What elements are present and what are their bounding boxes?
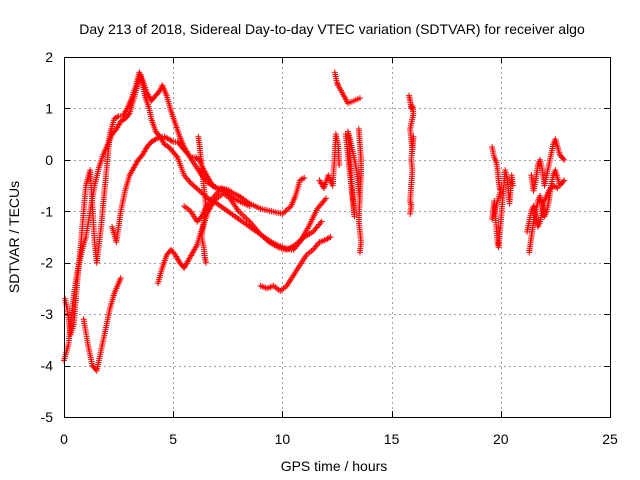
data-point <box>263 236 270 243</box>
y-tick-label: -1 <box>41 203 54 219</box>
data-point <box>190 182 197 189</box>
data-point <box>260 234 267 240</box>
data-point <box>173 153 180 159</box>
data-point <box>301 174 308 181</box>
plot-frame <box>64 57 611 418</box>
data-point <box>189 181 196 188</box>
data-point <box>313 242 320 249</box>
data-point <box>114 114 121 120</box>
data-point <box>261 235 268 242</box>
data-point <box>237 209 244 216</box>
data-point <box>196 187 203 194</box>
data-point <box>285 205 292 212</box>
data-point <box>509 182 516 189</box>
x-tick-label: 15 <box>384 431 400 447</box>
data-point <box>197 214 204 221</box>
data-point <box>279 210 286 217</box>
data-point <box>257 231 264 238</box>
data-point <box>560 155 567 162</box>
data-point <box>202 259 209 266</box>
data-point <box>282 208 289 215</box>
data-point <box>155 134 162 141</box>
data-point <box>156 88 163 95</box>
tick-labels: 0 5 10 15 20 25 -5 -4 -3 -2 -1 0 1 2 <box>41 49 618 447</box>
data-point <box>193 185 200 192</box>
data-point <box>561 156 568 163</box>
data-point <box>553 184 560 191</box>
data-point <box>321 196 328 203</box>
data-point <box>186 178 193 185</box>
chart-title: Day 213 of 2018, Sidereal Day-to-day VTE… <box>79 21 585 37</box>
y-tick-label: -4 <box>41 358 54 374</box>
y-tick-label: -5 <box>41 409 54 425</box>
data-point <box>241 214 248 221</box>
data-point <box>298 236 305 243</box>
data-point <box>283 207 290 213</box>
data-point <box>327 234 334 240</box>
y-tick-label: -3 <box>41 306 54 322</box>
grid-lines <box>64 57 610 417</box>
data-point <box>212 184 219 191</box>
data-point <box>168 138 175 144</box>
data-point <box>336 162 343 168</box>
y-tick-label: 1 <box>45 100 53 116</box>
data-point <box>356 249 363 256</box>
x-axis-label: GPS time / hours <box>281 458 388 474</box>
data-point <box>312 243 319 250</box>
data-point <box>293 240 300 247</box>
data-point <box>194 186 201 193</box>
x-tick-label: 25 <box>602 431 618 447</box>
data-point <box>226 187 233 194</box>
data-point <box>117 275 124 282</box>
data-point <box>408 104 415 111</box>
data-point <box>183 175 190 182</box>
data-point <box>299 235 306 242</box>
data-point <box>325 234 332 241</box>
data-point <box>238 211 245 218</box>
data-point <box>246 203 253 210</box>
data-point <box>286 204 293 211</box>
y-tick-label: -2 <box>41 255 54 271</box>
data-point <box>318 218 325 225</box>
data-point <box>192 183 199 190</box>
data-point <box>280 209 287 216</box>
data-point <box>311 245 318 252</box>
x-tick-label: 5 <box>169 431 177 447</box>
data-point <box>292 241 299 248</box>
x-tick-label: 20 <box>493 431 509 447</box>
data-point <box>560 178 567 185</box>
data-point <box>296 237 303 244</box>
data-point <box>317 220 324 227</box>
data-point <box>240 212 247 219</box>
data-point <box>554 185 561 192</box>
data-point <box>264 237 271 244</box>
data-point <box>334 81 341 87</box>
data-point <box>187 180 194 186</box>
data-point <box>334 79 340 86</box>
data-point <box>295 239 302 246</box>
data-points <box>61 69 568 374</box>
data-point <box>356 95 363 102</box>
data-point <box>407 210 414 217</box>
y-axis-label: SDTVAR / TECUs <box>6 181 22 293</box>
data-point <box>185 176 192 183</box>
data-point <box>125 111 132 118</box>
data-point <box>299 175 306 182</box>
data-point <box>259 232 266 239</box>
data-point <box>561 177 568 184</box>
x-tick-label: 0 <box>60 431 68 447</box>
data-point <box>323 195 330 202</box>
x-tick-label: 10 <box>275 431 291 447</box>
y-tick-label: 2 <box>45 49 53 65</box>
data-point <box>186 153 193 159</box>
y-tick-label: 0 <box>45 152 53 168</box>
